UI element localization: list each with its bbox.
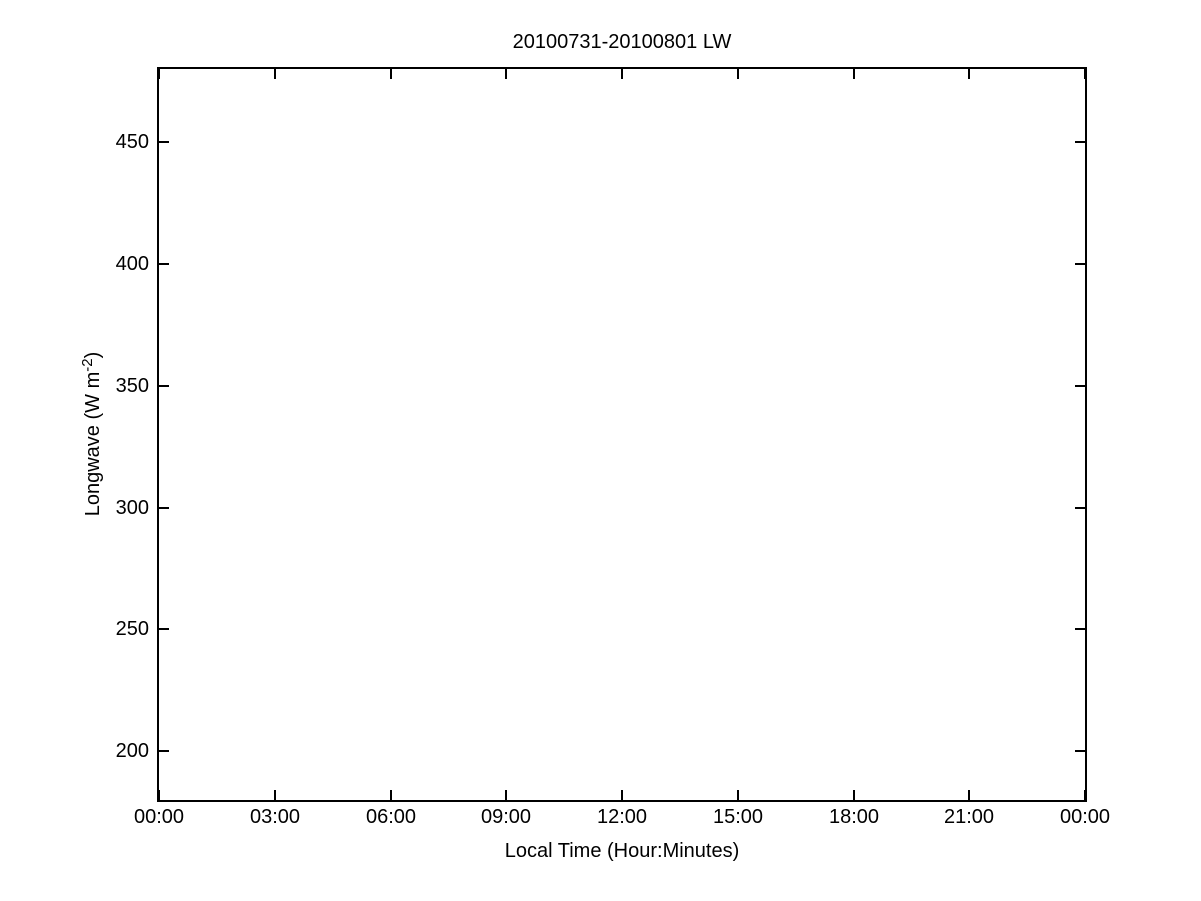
- x-tick-label: 12:00: [596, 806, 648, 828]
- plot-area: [157, 67, 1087, 802]
- y-tick-label: 200: [115, 740, 149, 762]
- y-tick-mark: [159, 141, 169, 143]
- x-tick-mark-top: [621, 69, 623, 79]
- x-tick-mark-top: [737, 69, 739, 79]
- x-tick-mark-top: [1084, 69, 1086, 79]
- y-tick-mark-right: [1075, 507, 1085, 509]
- y-tick-mark-right: [1075, 263, 1085, 265]
- x-tick-mark-top: [158, 69, 160, 79]
- y-tick-label: 300: [115, 497, 149, 519]
- x-tick-mark: [158, 790, 160, 800]
- x-tick-mark-top: [390, 69, 392, 79]
- y-tick-mark-right: [1075, 385, 1085, 387]
- y-tick-mark-right: [1075, 141, 1085, 143]
- x-tick-label: 00:00: [133, 806, 185, 828]
- y-tick-mark: [159, 385, 169, 387]
- x-tick-label: 00:00: [1059, 806, 1111, 828]
- plot-title: 20100731-20100801 LW: [512, 31, 732, 53]
- y-tick-label: 350: [115, 375, 149, 397]
- x-tick-mark-top: [968, 69, 970, 79]
- x-tick-mark: [390, 790, 392, 800]
- x-tick-mark: [853, 790, 855, 800]
- x-tick-mark-top: [274, 69, 276, 79]
- x-axis-label: Local Time (Hour:Minutes): [504, 840, 740, 862]
- x-tick-mark: [621, 790, 623, 800]
- y-tick-mark-right: [1075, 628, 1085, 630]
- y-tick-mark: [159, 628, 169, 630]
- x-tick-label: 03:00: [249, 806, 301, 828]
- y-axis-label-exponent: -2: [79, 358, 96, 372]
- x-tick-label: 06:00: [365, 806, 417, 828]
- x-tick-mark-top: [853, 69, 855, 79]
- x-tick-label: 15:00: [712, 806, 764, 828]
- y-tick-mark: [159, 263, 169, 265]
- x-tick-label: 09:00: [480, 806, 532, 828]
- x-tick-mark: [274, 790, 276, 800]
- y-tick-mark: [159, 750, 169, 752]
- y-tick-mark-right: [1075, 750, 1085, 752]
- x-tick-mark: [1084, 790, 1086, 800]
- x-tick-mark: [505, 790, 507, 800]
- y-axis-label: Longwave (W m-2): [78, 234, 108, 634]
- x-tick-label: 21:00: [943, 806, 995, 828]
- x-tick-mark: [968, 790, 970, 800]
- y-tick-label: 400: [115, 253, 149, 275]
- y-tick-label: 250: [115, 618, 149, 640]
- x-tick-mark-top: [505, 69, 507, 79]
- y-tick-label: 450: [115, 131, 149, 153]
- x-tick-mark: [737, 790, 739, 800]
- y-tick-mark: [159, 507, 169, 509]
- x-tick-label: 18:00: [828, 806, 880, 828]
- y-axis-label-close: ): [82, 351, 104, 359]
